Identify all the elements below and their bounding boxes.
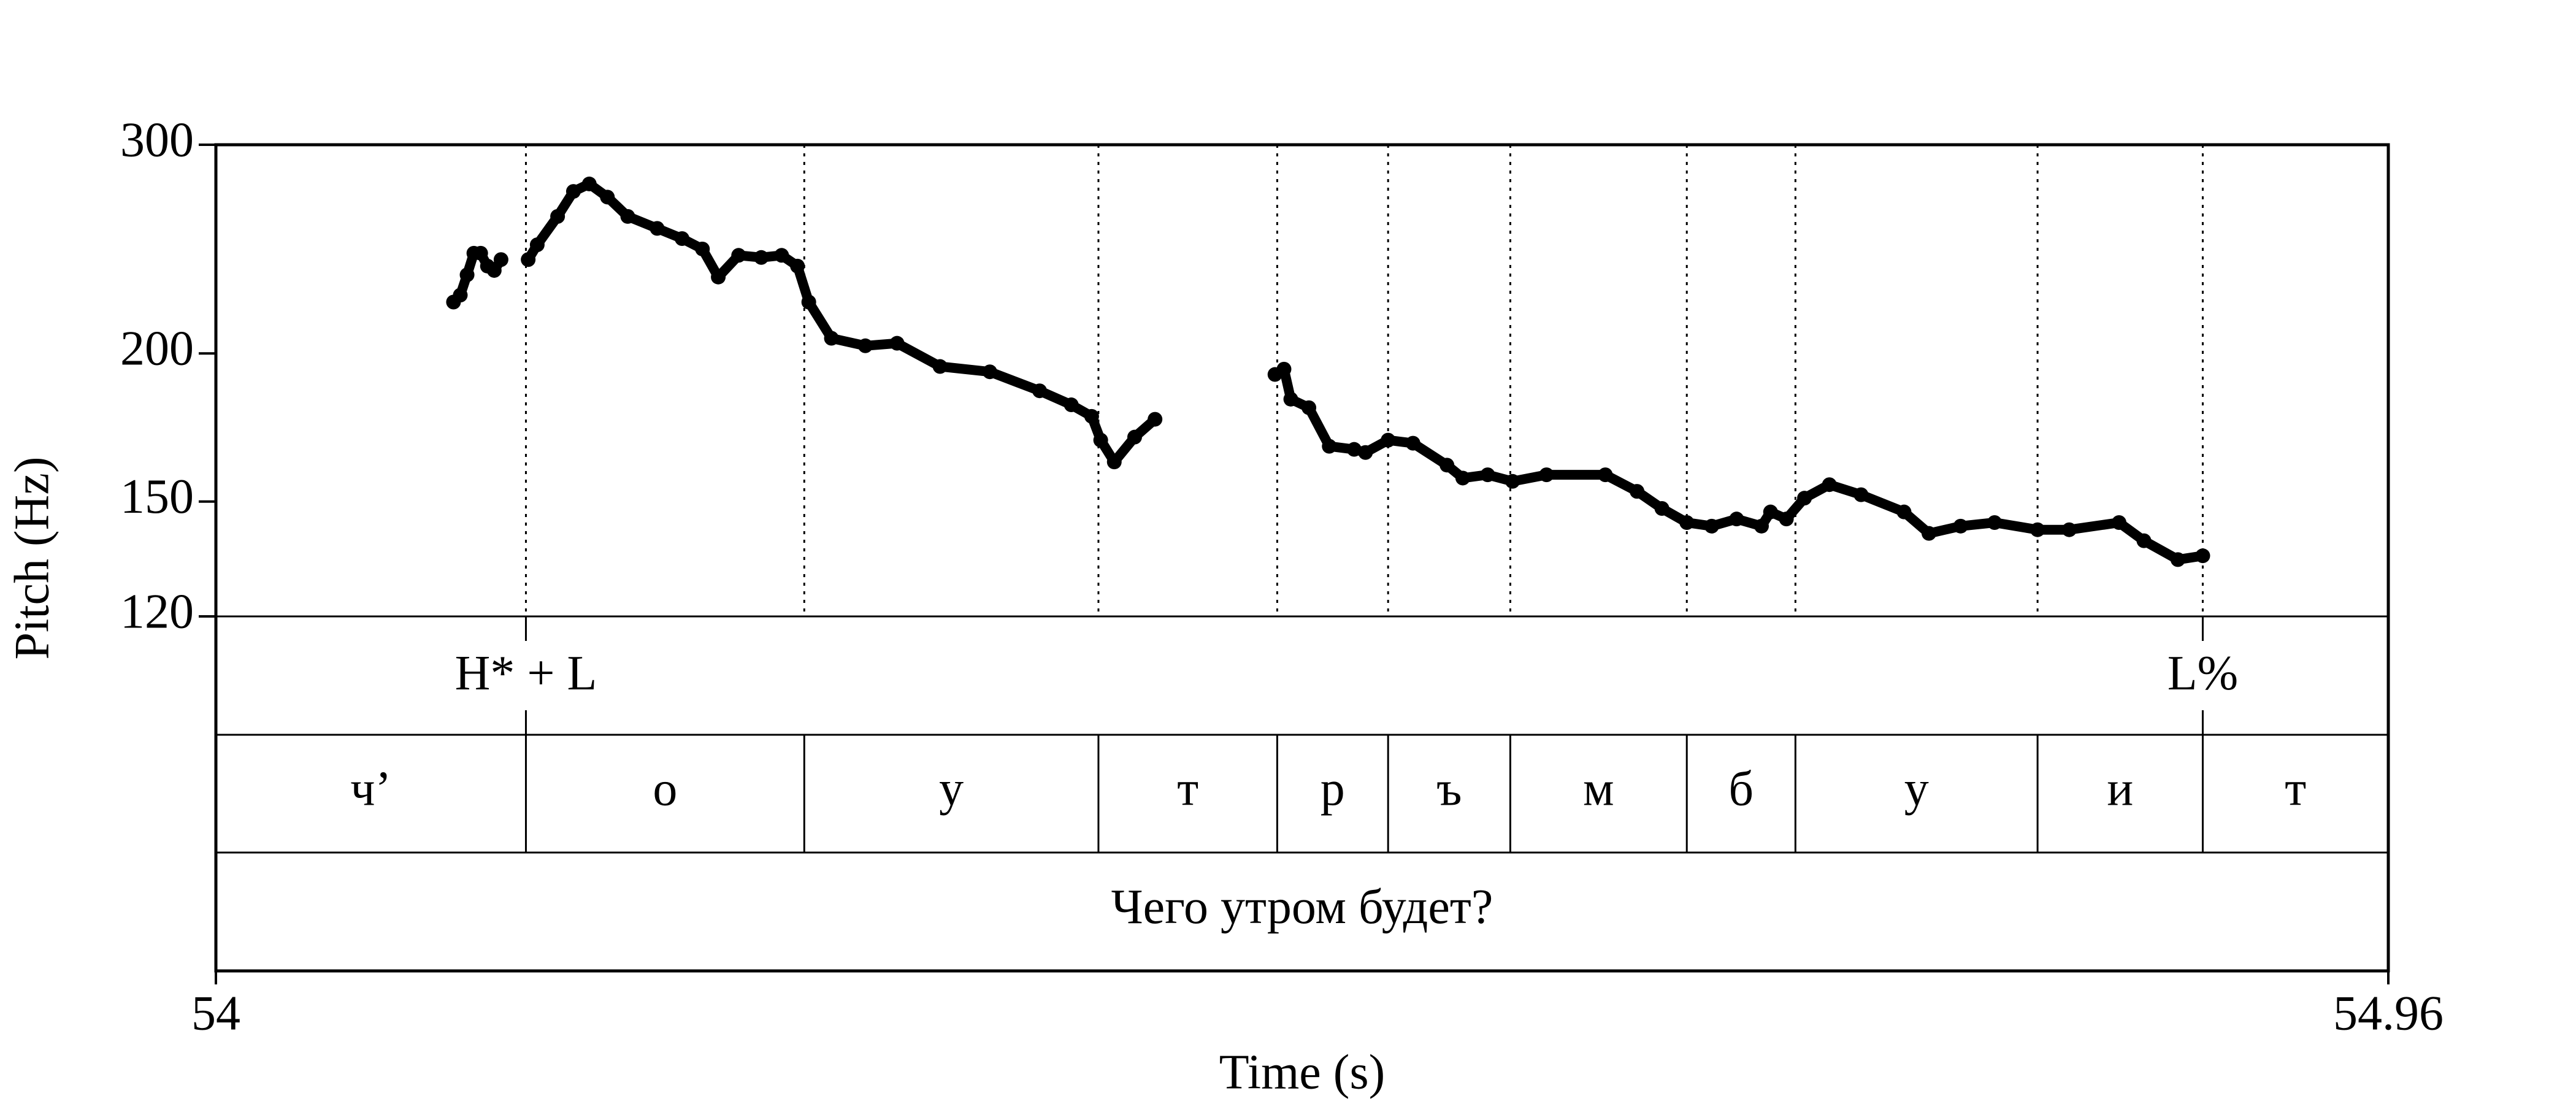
pitch-point (1679, 515, 1695, 530)
segment-label: р (1321, 762, 1345, 816)
pitch-point (1064, 397, 1079, 413)
pitch-line (448, 178, 2208, 565)
pitch-point (1763, 504, 1778, 519)
pitch-point (711, 269, 726, 285)
pitch-point (675, 231, 690, 247)
pitch-point (2170, 552, 2185, 567)
pitch-point (1405, 435, 1420, 451)
x-tick-label: 54.96 (2333, 986, 2444, 1040)
pitch-point (1301, 400, 1317, 415)
pitch-point (1084, 408, 1099, 424)
pitch-point (1896, 504, 1912, 519)
pitch-point (857, 338, 873, 353)
pitch-point (1439, 458, 1455, 473)
pitch-point (650, 221, 665, 236)
y-tick-label: 300 (120, 113, 194, 167)
pitch-point (1322, 439, 1337, 454)
pitch-point (1106, 454, 1122, 470)
pitch-point (731, 248, 746, 263)
segment-label: б (1728, 762, 1754, 816)
pitch-point (473, 245, 488, 261)
pitch-point (1754, 518, 1769, 534)
pitch-point (529, 237, 545, 253)
pitch-point (1779, 512, 1794, 527)
pitch-point (486, 263, 502, 278)
pitch-point (2195, 548, 2210, 564)
x-axis-label: Time (s) (1219, 1045, 1385, 1099)
pitch-point (754, 250, 769, 265)
pitch-point (1729, 512, 1744, 527)
pitch-point (2030, 522, 2045, 537)
pitch-point (620, 209, 635, 224)
pitch-point (1505, 473, 1520, 489)
pitch-point (1822, 477, 1837, 493)
pitch-point (1276, 361, 1292, 377)
pitch-point (1283, 391, 1298, 407)
pitch-point (1853, 487, 1869, 502)
segment-label: у (939, 762, 964, 816)
segment-label: о (653, 762, 677, 816)
pitch-point (824, 331, 839, 346)
pitch-point (1148, 412, 1163, 427)
pitch-point (1346, 442, 1362, 457)
pitch-point (801, 294, 816, 310)
x-tick-label: 54 (191, 986, 240, 1040)
y-tick-label: 150 (120, 470, 194, 524)
pitch-point (581, 176, 597, 191)
pitch-point (2111, 515, 2126, 530)
segment-label: м (1583, 762, 1614, 816)
pitch-point (1127, 429, 1142, 445)
pitch-point (1704, 518, 1719, 534)
pitch-point (790, 258, 805, 274)
segment-label: и (2107, 762, 2133, 816)
pitch-point (1032, 383, 1048, 399)
pitch-point (1381, 432, 1396, 448)
pitch-point (982, 364, 997, 380)
segment-label: у (1904, 762, 1929, 816)
segment-label: ъ (1436, 762, 1462, 816)
y-tick-label: 200 (120, 322, 194, 376)
tone-label: H* + L (455, 646, 597, 700)
pitch-point (2061, 522, 2077, 537)
pitch-point (1797, 491, 1812, 506)
pitch-point (1455, 470, 1470, 486)
pitch-point (1654, 500, 1669, 516)
tone-label: L% (2168, 646, 2239, 700)
segment-label: т (1177, 762, 1198, 816)
pitch-point (1598, 467, 1613, 483)
pitch-point (1480, 467, 1495, 483)
pitch-point (459, 267, 475, 283)
pitch-point (1630, 484, 1645, 499)
pitch-point (2136, 533, 2152, 548)
pitch-point (1358, 445, 1373, 460)
pitch-point (493, 252, 508, 267)
pitch-point (889, 335, 905, 351)
pitch-point (1922, 526, 1937, 541)
pitch-point (1953, 518, 1968, 534)
plot-frame (214, 143, 2390, 973)
pitch-point (1093, 432, 1108, 448)
segment-label: ч’ (350, 762, 391, 816)
segment-label: т (2285, 762, 2306, 816)
pitch-point (521, 252, 536, 267)
pitch-point (453, 288, 468, 303)
pitch-point (695, 241, 710, 256)
y-tick-label: 120 (120, 585, 194, 638)
pitch-point (932, 359, 948, 374)
pitch-point (1987, 515, 2003, 530)
y-axis-label: Pitch (Hz) (5, 456, 59, 659)
pitch-point (550, 209, 565, 224)
pitch-point (774, 248, 789, 263)
pitch-point (600, 190, 615, 205)
word-label: Чего утром будет? (1111, 880, 1493, 934)
pitch-point (1539, 467, 1554, 483)
pitch-point (565, 184, 581, 199)
